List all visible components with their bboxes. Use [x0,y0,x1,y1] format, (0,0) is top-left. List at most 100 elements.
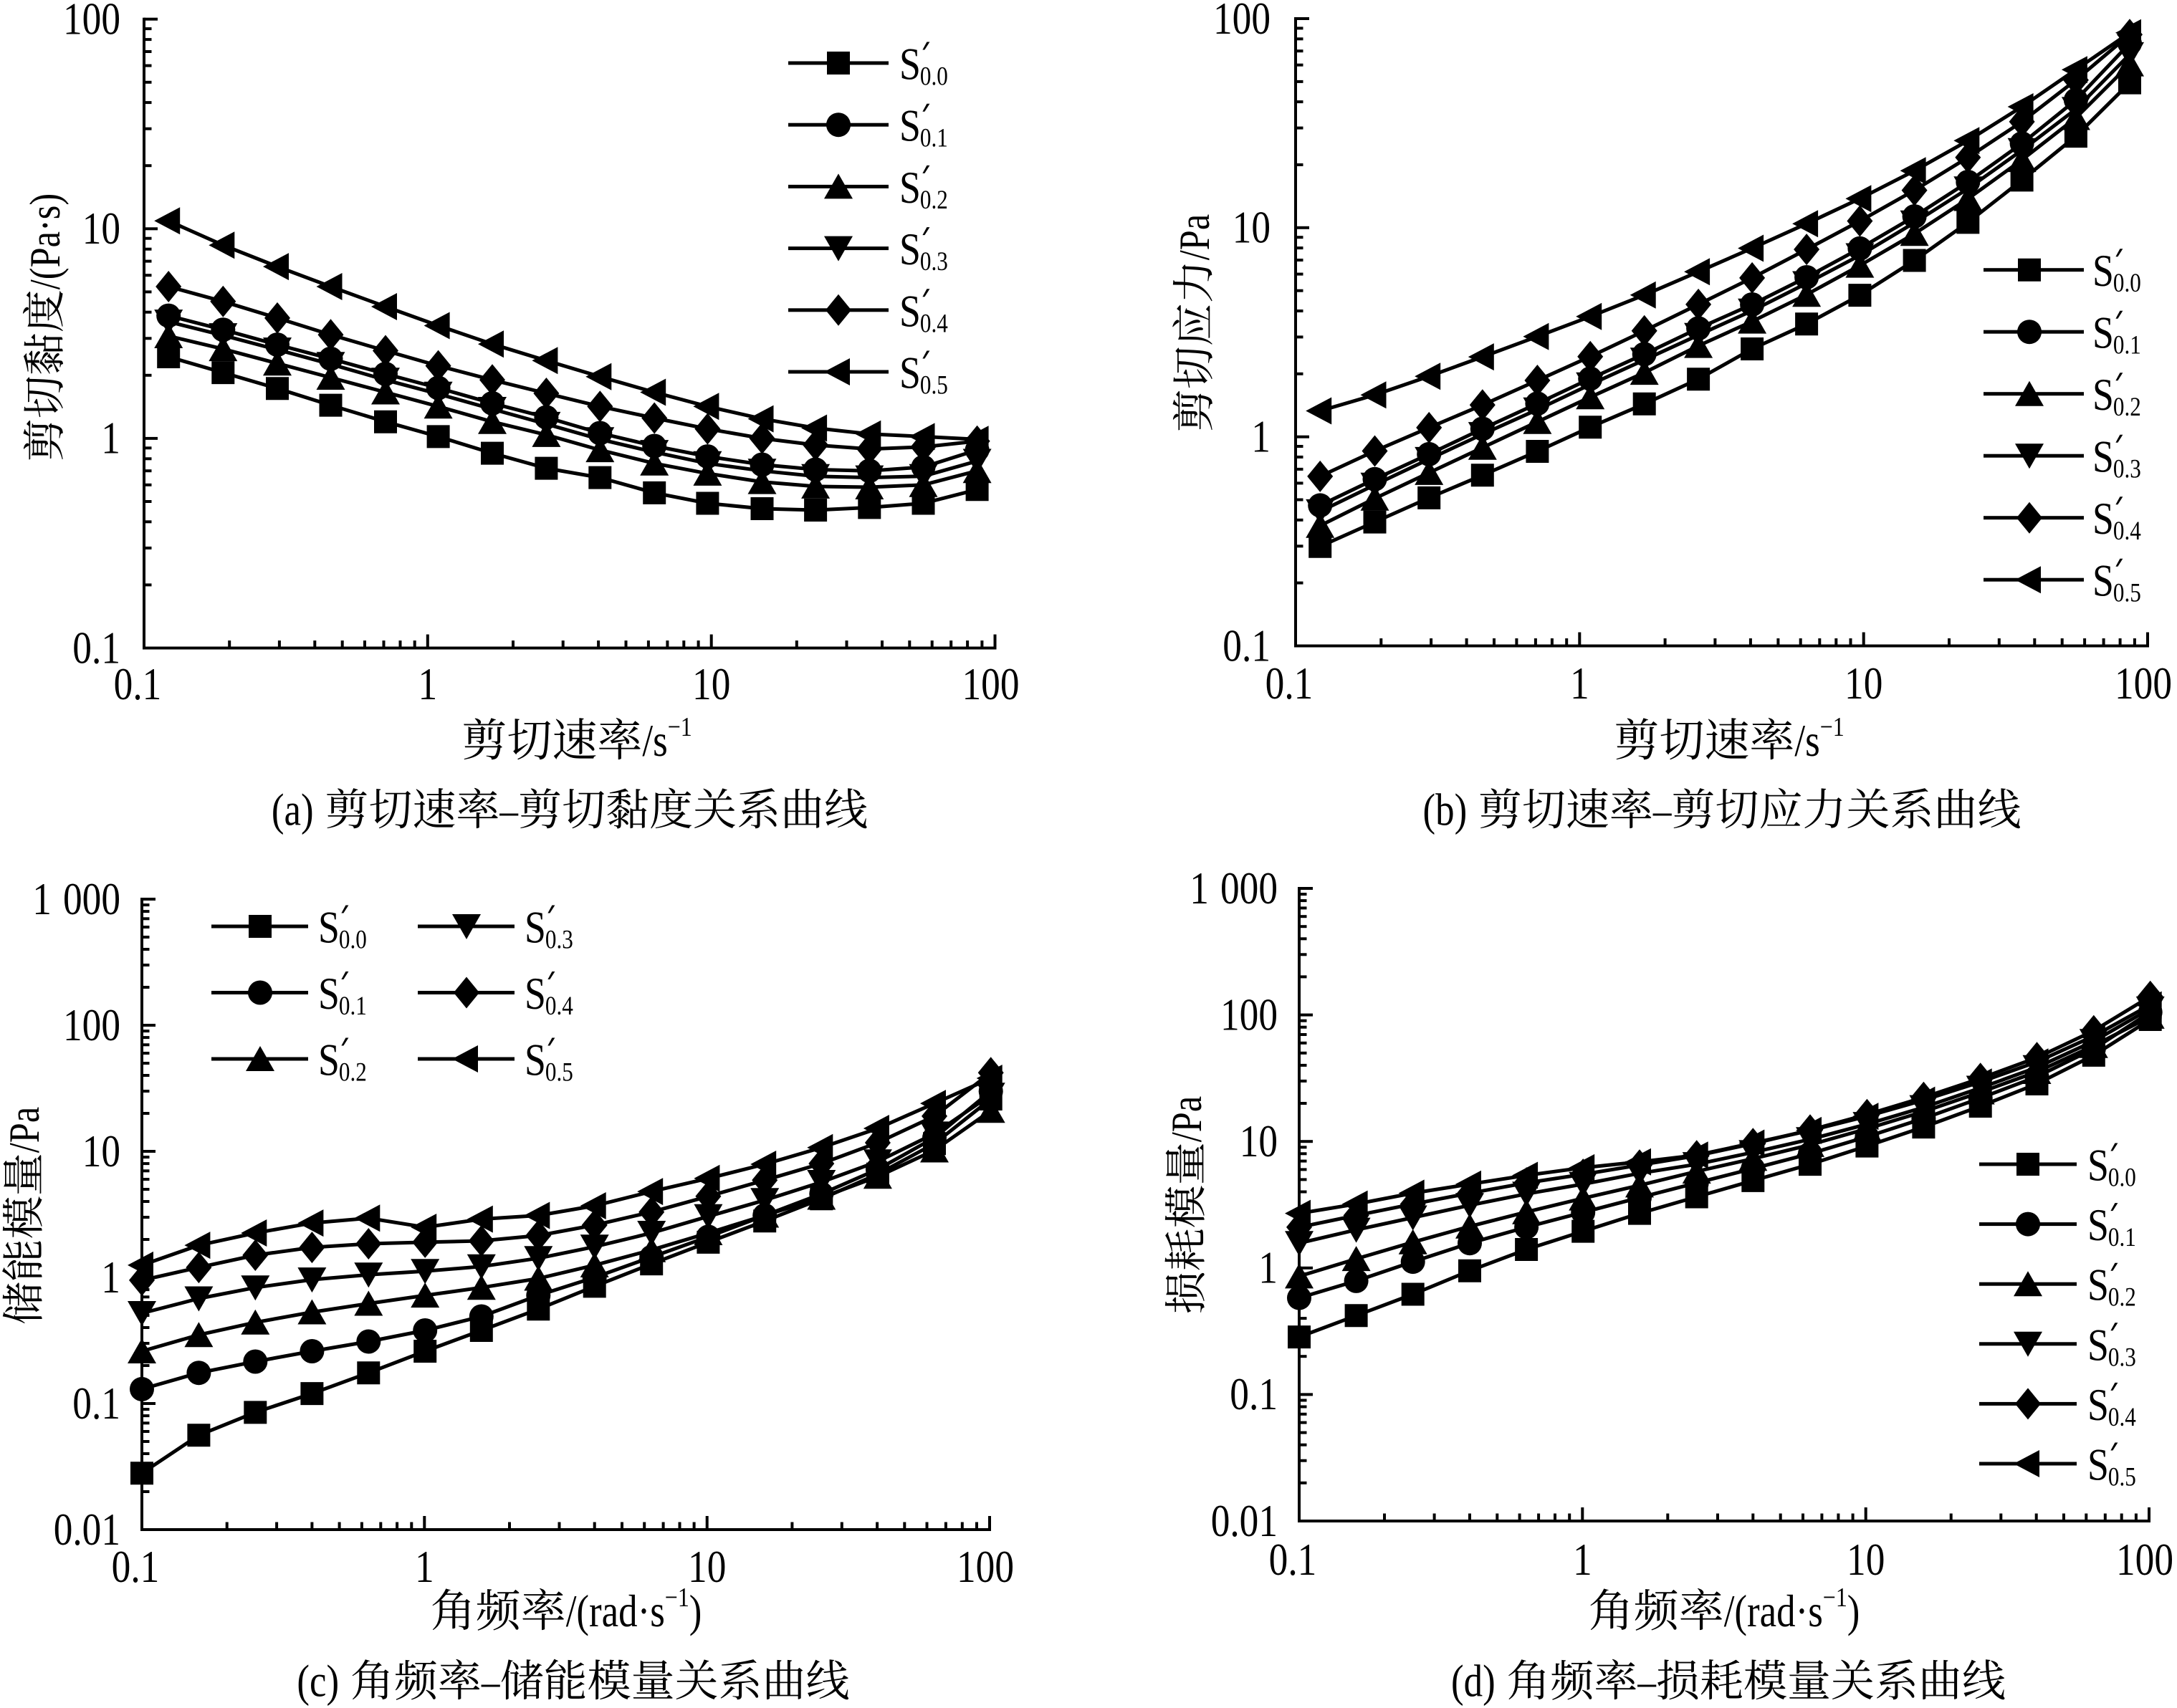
svg-text:0.0: 0.0 [339,926,367,955]
svg-text:0.1: 0.1 [920,124,948,153]
svg-text:10: 10 [688,1541,726,1592]
svg-text:1: 1 [1573,1534,1592,1585]
svg-text:10: 10 [1847,1534,1885,1585]
svg-text:/(Pa·s): /(Pa·s) [21,193,69,289]
svg-text:10: 10 [82,203,120,254]
svg-text:−1: −1 [1820,712,1845,742]
svg-text:S: S [2092,431,2114,482]
svg-text:100: 100 [1220,989,1278,1040]
svg-text:S: S [2092,493,2114,544]
svg-text:S: S [2092,555,2114,606]
svg-text:0.4: 0.4 [920,309,948,338]
svg-text:100: 100 [2116,1534,2173,1585]
svg-text:0.1: 0.1 [112,1541,160,1592]
svg-text:0.1: 0.1 [1269,1534,1317,1585]
svg-text:1: 1 [1251,411,1271,461]
svg-text:0.3: 0.3 [920,247,948,277]
svg-text:100: 100 [957,1541,1014,1592]
svg-text:): ) [1847,1586,1860,1636]
svg-text:1: 1 [101,1252,120,1302]
svg-text:1: 1 [101,413,120,464]
svg-text:S: S [525,902,546,953]
svg-text:0.4: 0.4 [2108,1403,2136,1432]
svg-text:(a): (a) [272,785,314,835]
svg-text:S: S [318,1035,340,1085]
svg-text:100: 100 [1213,0,1271,44]
svg-text:/s: /s [1794,716,1819,766]
svg-text:100: 100 [2115,658,2172,709]
svg-text:0.2: 0.2 [2108,1283,2136,1313]
svg-text:1: 1 [1570,658,1589,709]
svg-text:S: S [2087,1260,2109,1310]
svg-text:S: S [2092,369,2114,420]
svg-text:000: 000 [63,873,120,924]
svg-text:1: 1 [415,1541,434,1592]
svg-text:S: S [899,224,921,274]
svg-text:0.3: 0.3 [2108,1343,2136,1372]
svg-text:0.3: 0.3 [545,926,573,955]
svg-text:10: 10 [692,658,730,709]
svg-text:S: S [2087,1439,2109,1490]
svg-text:S: S [318,968,340,1019]
svg-text:S: S [2092,307,2114,358]
svg-text:0.0: 0.0 [920,62,948,92]
svg-text:0.1: 0.1 [339,992,367,1021]
svg-text:S: S [2092,245,2114,296]
svg-text:S: S [899,347,921,398]
svg-text:S: S [525,1035,546,1085]
svg-text:–: – [1652,787,1672,835]
svg-text:0.01: 0.01 [54,1504,120,1555]
svg-text:−1: −1 [1823,1583,1847,1613]
svg-text:–: – [1637,1658,1657,1706]
svg-text:/s: /s [642,716,667,766]
svg-text:S: S [899,285,921,336]
svg-text:1: 1 [1258,1242,1278,1293]
svg-text:S: S [899,100,921,151]
svg-text:0.2: 0.2 [920,186,948,215]
svg-text:/(rad·s: /(rad·s [566,1586,665,1636]
svg-text:S: S [525,968,546,1019]
svg-text:S: S [899,39,921,90]
svg-text:0.4: 0.4 [2113,517,2141,546]
svg-text:1: 1 [1190,863,1209,913]
svg-text:): ) [689,1586,702,1636]
svg-text:/Pa: /Pa [1,1107,48,1153]
svg-text:(c): (c) [297,1656,339,1706]
svg-text:0.1: 0.1 [72,622,120,673]
svg-text:10: 10 [1845,658,1882,709]
svg-text:0.01: 0.01 [1211,1495,1278,1546]
svg-text:/Pa: /Pa [1163,1096,1210,1142]
svg-text:0.1: 0.1 [1265,658,1314,709]
svg-text:S: S [2087,1319,2109,1370]
svg-text:100: 100 [63,0,120,44]
svg-text:1: 1 [32,873,52,924]
svg-text:10: 10 [1233,202,1271,253]
svg-text:0.0: 0.0 [2108,1164,2136,1193]
svg-text:100: 100 [962,658,1020,709]
svg-text:0.1: 0.1 [114,658,162,709]
svg-text:0.1: 0.1 [1223,620,1271,671]
svg-text:0.3: 0.3 [2113,455,2141,484]
svg-text:/(rad·s: /(rad·s [1724,1586,1823,1636]
svg-text:100: 100 [63,999,120,1050]
svg-text:10: 10 [1240,1116,1278,1166]
svg-text:S: S [899,162,921,213]
svg-text:1: 1 [418,658,437,709]
svg-text:−1: −1 [665,1583,689,1613]
svg-text:S: S [2087,1140,2109,1191]
svg-text:(b): (b) [1423,785,1468,835]
svg-text:0.4: 0.4 [545,992,573,1021]
svg-text:0.2: 0.2 [2113,393,2141,422]
svg-text:0.5: 0.5 [2108,1463,2136,1492]
svg-text:S: S [2087,1199,2109,1250]
svg-text:–: – [481,1658,500,1706]
svg-text:0.5: 0.5 [545,1058,573,1088]
svg-text:0.1: 0.1 [2113,331,2141,360]
svg-text:–: – [499,787,519,835]
svg-text:S: S [2087,1379,2109,1430]
svg-text:−1: −1 [668,712,692,742]
svg-text:000: 000 [1220,863,1278,913]
svg-text:0.1: 0.1 [72,1378,120,1429]
svg-text:0.5: 0.5 [2113,579,2141,608]
svg-text:10: 10 [82,1126,120,1176]
